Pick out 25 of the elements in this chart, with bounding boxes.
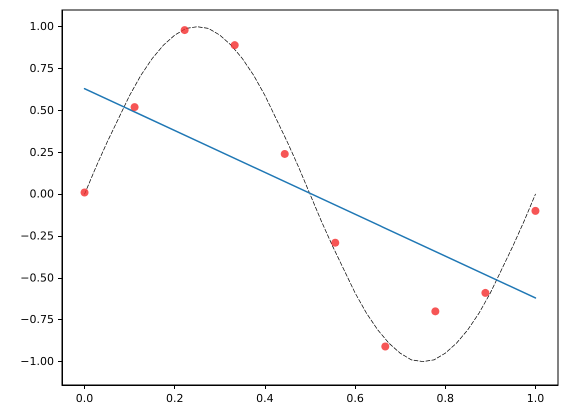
point <box>230 41 239 50</box>
x-tick-label: 0.4 <box>256 392 274 405</box>
x-tick-label: 0.6 <box>346 392 364 405</box>
x-tick-label: 0.0 <box>76 392 94 405</box>
point <box>130 103 139 112</box>
point <box>381 342 390 350</box>
point <box>180 26 189 34</box>
y-tick-label: 0.50 <box>30 104 54 117</box>
point <box>531 206 540 215</box>
point <box>331 238 340 247</box>
y-tick-label: 1.00 <box>30 20 54 34</box>
point <box>80 188 89 196</box>
y-tick-label: 0.00 <box>30 188 54 201</box>
point <box>431 307 440 316</box>
point <box>481 288 490 297</box>
y-tick-label: −0.50 <box>20 271 54 284</box>
y-tick-label: 0.75 <box>30 62 54 76</box>
y-tick-label: 0.25 <box>30 146 54 159</box>
y-tick-label: −1.00 <box>20 355 54 368</box>
x-tick-label: 1.0 <box>526 392 544 405</box>
y-tick-label: −0.75 <box>20 313 54 326</box>
point <box>280 150 289 158</box>
x-tick-label: 0.2 <box>166 392 184 405</box>
y-tick-label: −0.25 <box>20 230 54 243</box>
x-tick-label: 0.8 <box>436 392 454 405</box>
